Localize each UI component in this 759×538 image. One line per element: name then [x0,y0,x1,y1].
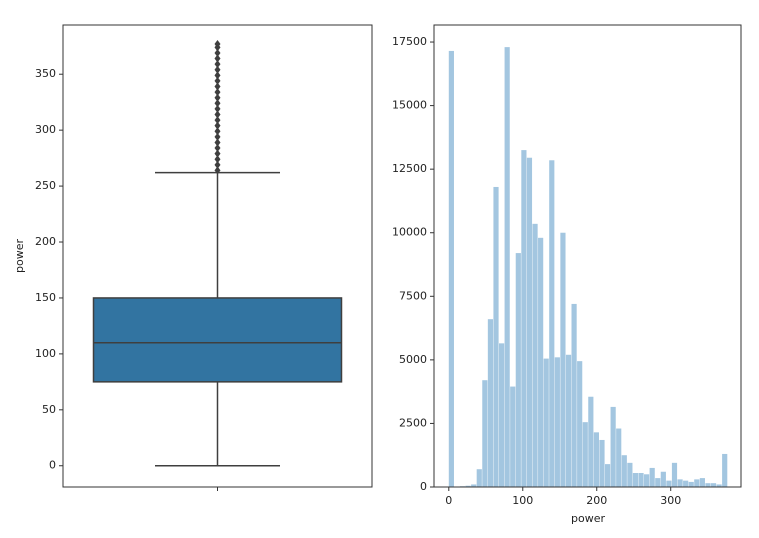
bar [588,396,594,487]
outlier [214,160,221,169]
y-tick-label: 5000 [399,353,427,366]
bar [582,422,588,487]
outlier [214,138,221,147]
outlier [214,116,221,125]
y-tick-label: 250 [35,179,56,192]
y-tick-label: 17500 [392,35,427,48]
bar [694,479,700,487]
bar [638,473,644,487]
y-tick-label: 200 [35,235,56,248]
outlier [214,104,221,113]
bar [683,480,689,487]
bar [510,386,516,487]
bar [671,462,678,487]
bar [521,150,527,487]
bar [471,484,477,487]
x-tick-label: 300 [660,494,681,507]
y-tick-label: 7500 [399,289,427,302]
y-tick-label: 50 [42,403,56,416]
bar [565,354,572,487]
outlier [214,76,221,85]
bar [504,47,510,487]
bar [465,485,471,487]
outlier [214,99,221,108]
y-tick-label: 350 [35,67,56,80]
bar [577,361,583,487]
bar [699,478,705,487]
outlier [214,110,221,119]
outlier [214,149,221,158]
y-tick-label: 0 [49,459,56,472]
bar [710,483,717,487]
y-tick-label: 150 [35,291,56,304]
bar [716,484,722,487]
bar [705,483,711,487]
bar [616,428,622,487]
bar [627,462,633,487]
x-axis-label: power [571,512,605,525]
box [92,297,343,383]
bar [515,253,521,487]
outlier [214,132,221,141]
bar [493,186,499,487]
bar [554,357,560,487]
plot-frame [433,24,742,488]
x-tick-label: 100 [512,494,533,507]
y-tick-label: 10000 [392,226,427,239]
bar [722,453,728,487]
bar [487,319,494,487]
bar [593,432,599,487]
bar [571,303,577,487]
outlier [214,155,221,164]
y-tick-label: 2500 [399,416,427,429]
outlier [214,65,221,74]
outlier [214,71,221,80]
bar [538,237,544,487]
outlier [214,60,221,69]
y-tick-label: 15000 [392,99,427,112]
bar [599,439,605,487]
bar [482,380,488,487]
bar [660,471,666,487]
bar [448,50,454,487]
x-tick-label: 200 [586,494,607,507]
y-tick-label: 100 [35,347,56,360]
bar [526,157,533,487]
outlier [214,54,221,63]
outlier [214,166,221,175]
y-tick-label: 0 [420,480,427,493]
bar [688,481,694,487]
bar [610,406,616,487]
bar [632,473,639,487]
bar [549,160,555,488]
bar [666,480,672,487]
bar [604,464,611,487]
outlier [214,93,221,102]
outlier [214,144,221,153]
y-tick-label: 300 [35,123,56,136]
bar [677,479,683,487]
outlier [214,82,221,91]
outlier [214,40,221,49]
bar [644,474,650,487]
bar [476,469,482,487]
outlier [214,48,221,57]
plot-frame [62,24,373,488]
outlier [214,121,221,130]
y-tick-label: 12500 [392,162,427,175]
outlier [214,127,221,136]
bar [543,358,549,487]
bar [532,223,538,487]
bar [649,467,655,487]
y-axis-label: power [13,239,26,273]
bar [655,478,661,487]
outlier [214,88,221,97]
bar [498,343,505,487]
x-tick-label: 0 [445,494,452,507]
bar [621,455,627,487]
bar [560,232,566,487]
